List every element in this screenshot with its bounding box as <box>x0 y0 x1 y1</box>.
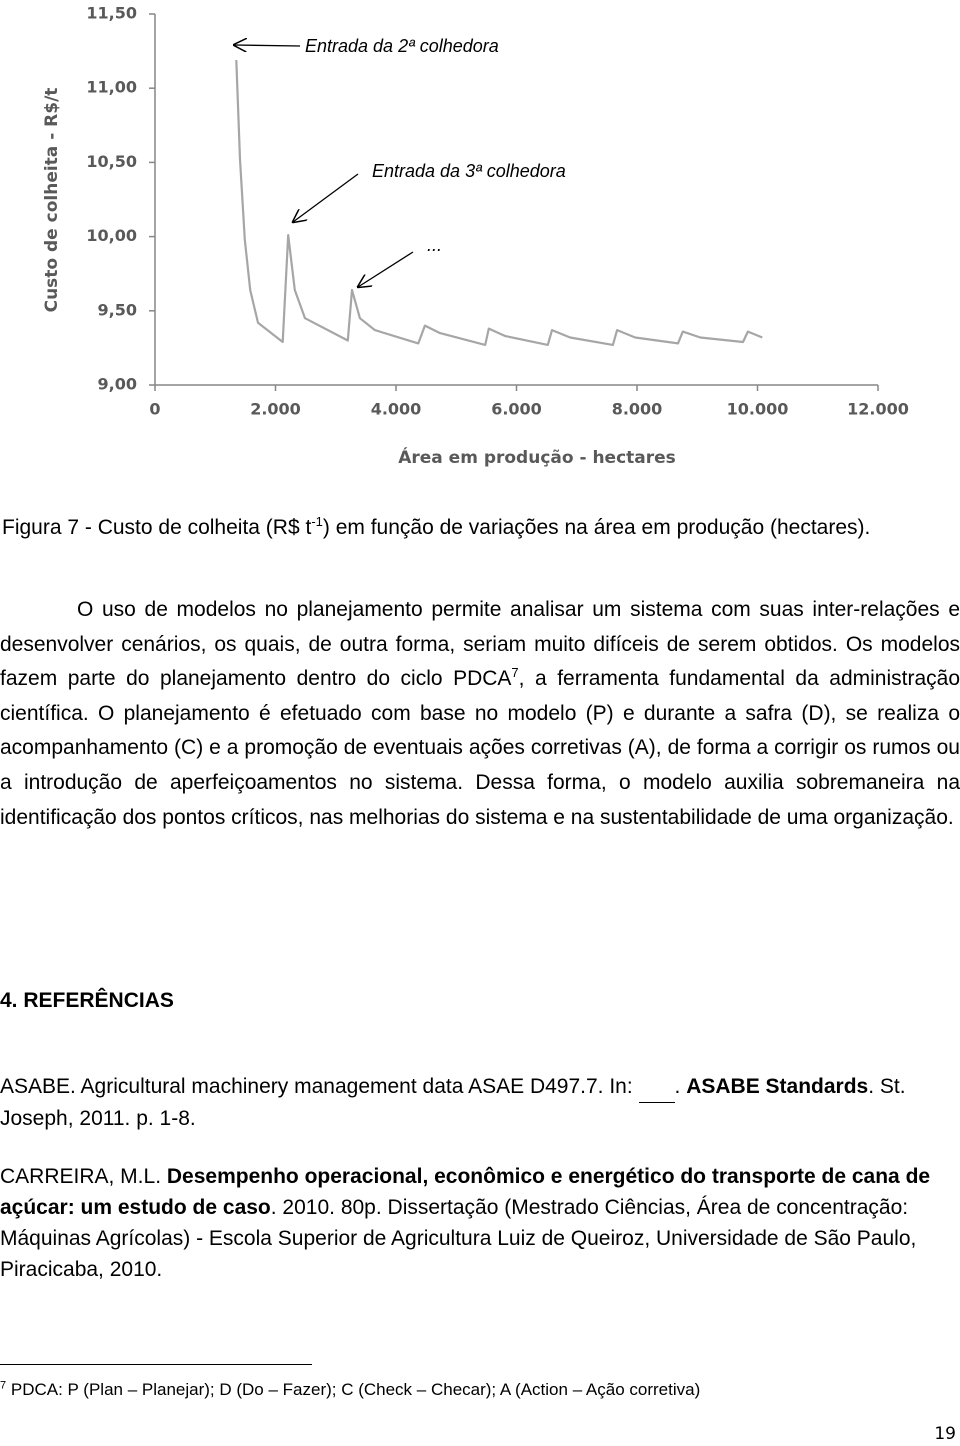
x-tick-label: 10.000 <box>727 400 789 419</box>
page-number: 19 <box>934 1424 956 1444</box>
y-tick-label: 9,50 <box>98 300 137 319</box>
reference-title: ASABE Standards <box>686 1075 869 1098</box>
reference: CARREIRA, M.L. Desempenho operacional, e… <box>0 1161 960 1285</box>
reference-text: CARREIRA, M.L. <box>0 1165 167 1188</box>
annotation: Entrada da 3ª colhedora <box>372 161 566 181</box>
footnote-text: PDCA: P (Plan – Planejar); D (Do – Fazer… <box>10 1380 701 1399</box>
reference-title: Desempenho operacional, econômico e ener… <box>0 1165 931 1219</box>
paragraph-text: O uso de modelos no planejamento permite… <box>0 598 960 691</box>
y-axis-title: Custo de colheita - R$/t <box>42 88 62 313</box>
footnote: 7 PDCA: P (Plan – Planejar); D (Do – Faz… <box>0 1378 960 1402</box>
caption-text: ) em função de variações na área em prod… <box>322 516 871 539</box>
footnote-number: 7 <box>0 1379 7 1392</box>
blank: ​ <box>638 1071 675 1103</box>
x-tick-label: 12.000 <box>847 400 909 419</box>
x-axis-title: Área em produção - hectares <box>398 446 676 468</box>
annotation: Entrada da 2ª colhedora <box>305 36 499 56</box>
x-tick-label: 4.000 <box>371 400 422 419</box>
x-tick-label: 0 <box>149 400 160 419</box>
y-tick-label: 11,00 <box>86 78 137 97</box>
data-line <box>235 59 763 346</box>
arrow <box>293 173 359 222</box>
y-tick-label: 10,50 <box>86 152 137 171</box>
y-tick-label: 10,00 <box>86 226 137 245</box>
paragraph-text: , a ferramenta fundamental da administra… <box>0 667 960 829</box>
reference-text: ASABE. Agricultural machinery management… <box>0 1075 639 1098</box>
footnote-rule <box>0 1364 312 1365</box>
figure-caption: Figura 7 - Custo de colheita (R$ t-1) em… <box>0 511 960 546</box>
y-tick-label: 9,00 <box>98 375 137 394</box>
reference-text: . <box>674 1075 687 1098</box>
reference-text: . 2010. 80p. Dissertação (Mestrado Ciênc… <box>0 1196 917 1281</box>
section-heading: 4. REFERÊNCIAS <box>0 989 174 1012</box>
x-tick-label: 8.000 <box>612 400 663 419</box>
y-tick-label: 11,50 <box>86 4 137 23</box>
x-tick-label: 2.000 <box>250 400 301 419</box>
reference: ASABE. Agricultural machinery management… <box>0 1071 960 1134</box>
chart: Custo de colheita - R$/t Área em produçã… <box>42 4 909 469</box>
x-tick-label: 6.000 <box>491 400 542 419</box>
reference-text: . St. Joseph, 2011. p. 1-8. <box>0 1075 906 1130</box>
annotation: ... <box>427 235 442 255</box>
footnote-ref: 7 <box>511 665 519 681</box>
superscript: -1 <box>311 514 323 529</box>
arrow <box>358 251 414 287</box>
arrow <box>234 45 301 46</box>
caption-text: Figura 7 - Custo de colheita (R$ t <box>2 516 312 539</box>
paragraph: O uso de modelos no planejamento permite… <box>0 593 960 835</box>
